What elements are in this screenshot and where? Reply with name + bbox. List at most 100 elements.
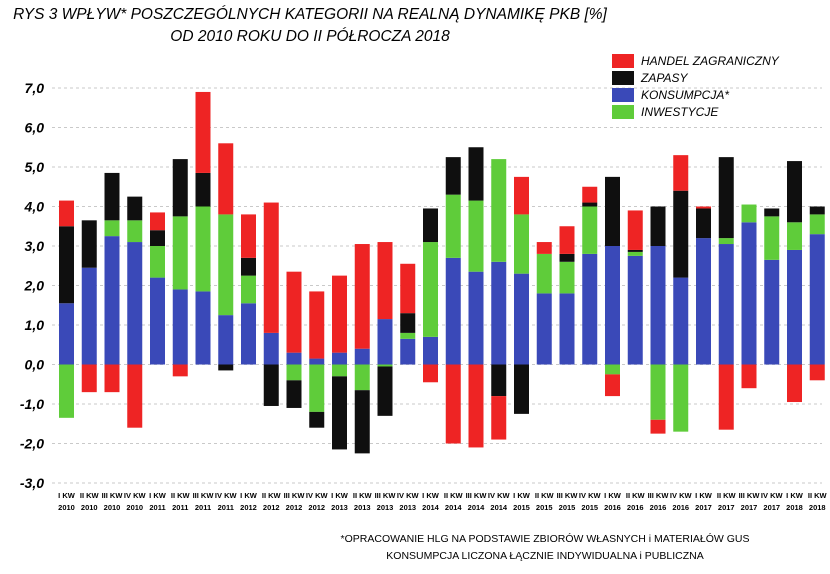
x-tick-label-quarter: II KW — [80, 491, 100, 500]
bar-segment-inwestycje — [423, 242, 438, 337]
x-tick-label-year: 2011 — [195, 503, 211, 512]
bar-segment-zapasy — [673, 190, 689, 278]
x-tick-label-year: 2017 — [695, 503, 712, 512]
legend-label-inwestycje: INWESTYCJE — [641, 104, 719, 119]
bar-segment-konsumpcja — [104, 236, 120, 365]
bar-segment-konsumpcja — [536, 293, 552, 365]
bar-segment-handel-zagraniczny — [673, 155, 689, 191]
x-tick-label-quarter: II KW — [262, 491, 282, 500]
bar-segment-handel-zagraniczny — [377, 242, 393, 320]
bar-segment-handel-zagraniczny — [150, 212, 165, 231]
bar-segment-zapasy — [241, 257, 256, 276]
y-tick-label: 4,0 — [24, 199, 45, 215]
bar-segment-zapasy — [354, 390, 370, 454]
bar-segment-zapasy — [59, 226, 74, 304]
chart-legend: HANDEL ZAGRANICZNY ZAPASY KONSUMPCJA* IN… — [612, 52, 779, 120]
x-tick-label-quarter: II KW — [808, 491, 828, 500]
bar-segment-zapasy — [787, 161, 802, 223]
y-tick-label: -2,0 — [20, 436, 44, 452]
bar-segment-inwestycje — [218, 214, 234, 316]
bar-segment-handel-zagraniczny — [696, 206, 711, 209]
x-tick-label-quarter: IV KW — [488, 491, 511, 500]
bar-segment-konsumpcja — [150, 277, 165, 365]
bar-segment-konsumpcja — [445, 257, 461, 365]
x-tick-label-year: 2011 — [149, 503, 165, 512]
x-tick-label-year: 2012 — [240, 503, 257, 512]
bar-segment-handel-zagraniczny — [286, 271, 302, 353]
y-tick-label: 6,0 — [25, 120, 45, 136]
bar-segment-handel-zagraniczny — [787, 364, 802, 403]
bar-segment-handel-zagraniczny — [559, 226, 575, 254]
bar-segment-inwestycje — [536, 253, 552, 294]
bar-segment-handel-zagraniczny — [172, 364, 188, 377]
bar-segment-zapasy — [627, 249, 643, 252]
x-tick-label-year: 2015 — [581, 503, 598, 512]
bar-segment-konsumpcja — [377, 319, 393, 365]
x-tick-label-quarter: I KW — [58, 491, 76, 500]
y-tick-label: 2,0 — [24, 278, 45, 294]
x-tick-label-quarter: III KW — [375, 491, 397, 500]
x-tick-label-quarter: III KW — [102, 491, 124, 500]
bar-segment-zapasy — [286, 380, 302, 408]
x-tick-label-year: 2012 — [263, 503, 280, 512]
x-tick-label-year: 2014 — [422, 503, 440, 512]
x-tick-label-quarter: III KW — [739, 491, 761, 500]
x-tick-label-year: 2018 — [786, 503, 803, 512]
x-tick-label-quarter: III KW — [193, 491, 215, 500]
bar-segment-handel-zagraniczny — [332, 275, 347, 353]
y-tick-label: -3,0 — [20, 475, 44, 491]
bar-segment-zapasy — [172, 159, 188, 217]
bar-segment-konsumpcja — [354, 348, 370, 365]
x-tick-label-quarter: I KW — [240, 491, 258, 500]
bar-segment-inwestycje — [491, 159, 507, 262]
bar-segment-inwestycje — [286, 364, 302, 381]
bar-segment-inwestycje — [514, 214, 529, 274]
x-tick-label-year: 2012 — [308, 503, 325, 512]
bar-segment-handel-zagraniczny — [104, 364, 120, 393]
bar-segment-inwestycje — [809, 214, 825, 235]
x-tick-label-year: 2018 — [809, 503, 826, 512]
bar-segment-handel-zagraniczny — [59, 200, 74, 227]
y-tick-label: 7,0 — [25, 80, 45, 96]
bar-segment-handel-zagraniczny — [400, 263, 416, 314]
bar-segment-handel-zagraniczny — [241, 214, 256, 258]
bar-segment-zapasy — [718, 157, 734, 239]
bar-segment-handel-zagraniczny — [536, 242, 552, 254]
bar-segment-konsumpcja — [400, 338, 416, 365]
y-tick-label: 3,0 — [25, 238, 45, 254]
bar-segment-konsumpcja — [787, 249, 802, 365]
bar-segment-konsumpcja — [59, 303, 74, 365]
y-tick-label: -1,0 — [20, 396, 44, 412]
x-tick-label-year: 2016 — [672, 503, 689, 512]
x-tick-label-year: 2012 — [286, 503, 303, 512]
x-tick-label-year: 2010 — [58, 503, 75, 512]
x-tick-label-quarter: IV KW — [670, 491, 693, 500]
bar-segment-konsumpcja — [809, 234, 825, 365]
legend-swatch-zapasy — [612, 70, 634, 85]
bar-segment-inwestycje — [59, 364, 74, 418]
bar-segment-konsumpcja — [491, 261, 507, 365]
bar-segment-konsumpcja — [696, 238, 711, 365]
x-tick-label-quarter: IV KW — [579, 491, 602, 500]
x-tick-label-year: 2011 — [218, 503, 234, 512]
bar-segment-konsumpcja — [423, 336, 438, 365]
bar-segment-konsumpcja — [627, 255, 643, 365]
bar-segment-zapasy — [309, 411, 325, 428]
bar-segment-handel-zagraniczny — [445, 364, 461, 444]
x-tick-label-year: 2014 — [445, 503, 463, 512]
chart-footnote: *OPRACOWANIE HLG NA PODSTAWIE ZBIORÓW WŁ… — [300, 531, 790, 565]
bar-segment-zapasy — [696, 208, 711, 239]
chart-title: RYS 3 WPŁYW* POSZCZEGÓLNYCH KATEGORII NA… — [13, 6, 607, 23]
bar-segment-konsumpcja — [741, 222, 757, 365]
bar-segment-konsumpcja — [764, 259, 780, 365]
bar-segment-konsumpcja — [81, 267, 97, 365]
bar-segment-konsumpcja — [218, 315, 234, 365]
x-tick-label-quarter: II KW — [444, 491, 464, 500]
bar-segment-inwestycje — [377, 364, 393, 367]
x-tick-label-year: 2016 — [604, 503, 621, 512]
x-tick-label-year: 2011 — [172, 503, 188, 512]
x-tick-label-quarter: IV KW — [215, 491, 238, 500]
bar-segment-handel-zagraniczny — [218, 143, 234, 215]
legend-item-zapasy: ZAPASY — [612, 69, 779, 86]
